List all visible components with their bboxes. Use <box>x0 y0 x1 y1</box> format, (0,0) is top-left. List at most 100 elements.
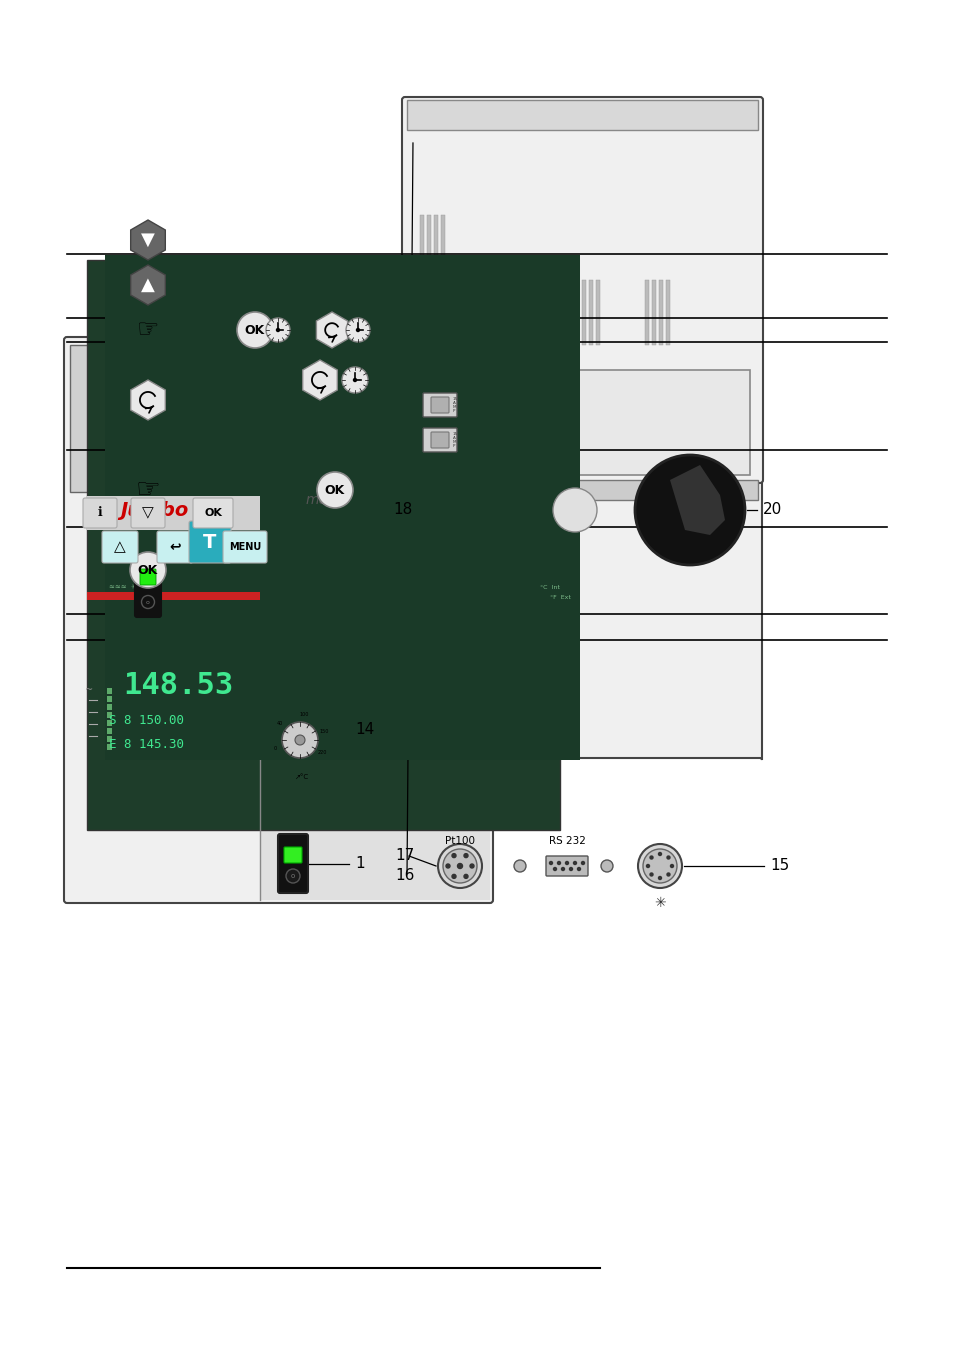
Circle shape <box>457 863 462 869</box>
Text: 14: 14 <box>355 723 374 738</box>
FancyBboxPatch shape <box>135 563 161 617</box>
Text: 1: 1 <box>355 857 364 871</box>
Circle shape <box>452 874 456 878</box>
Text: °F  Ext: °F Ext <box>550 594 570 600</box>
Circle shape <box>266 317 290 342</box>
Text: Pt100: Pt100 <box>444 836 475 846</box>
FancyBboxPatch shape <box>140 569 156 585</box>
Text: OK: OK <box>245 323 265 336</box>
FancyBboxPatch shape <box>277 834 308 893</box>
Circle shape <box>573 862 576 865</box>
Text: OK: OK <box>204 508 222 517</box>
Bar <box>107 704 112 711</box>
Bar <box>107 712 112 717</box>
Circle shape <box>561 867 564 870</box>
Text: 17: 17 <box>395 848 414 863</box>
FancyBboxPatch shape <box>402 459 761 761</box>
Circle shape <box>437 844 481 888</box>
Text: ~: ~ <box>85 685 93 694</box>
Circle shape <box>581 862 584 865</box>
Text: 15
A
M
P: 15 A M P <box>453 431 457 449</box>
Bar <box>87 592 260 600</box>
Bar <box>413 370 749 476</box>
Bar <box>107 736 112 742</box>
Circle shape <box>553 488 597 532</box>
Circle shape <box>341 367 368 393</box>
Bar <box>644 280 648 345</box>
Text: ≈≈≈  ✳  △: ≈≈≈ ✳ △ <box>109 584 147 590</box>
Circle shape <box>642 848 677 884</box>
FancyBboxPatch shape <box>545 857 587 875</box>
Bar <box>596 280 599 345</box>
Circle shape <box>557 862 560 865</box>
Circle shape <box>569 867 572 870</box>
Bar <box>434 215 437 270</box>
Circle shape <box>658 852 660 855</box>
Polygon shape <box>131 220 165 259</box>
FancyBboxPatch shape <box>189 521 231 563</box>
FancyBboxPatch shape <box>83 499 117 528</box>
Text: o: o <box>291 873 294 880</box>
Bar <box>449 280 453 345</box>
Bar <box>87 259 559 830</box>
Text: ↩: ↩ <box>169 540 181 554</box>
Circle shape <box>549 862 552 865</box>
Circle shape <box>470 865 474 867</box>
Bar <box>107 728 112 734</box>
Circle shape <box>463 854 468 858</box>
Circle shape <box>316 471 353 508</box>
Text: E 8 145.30: E 8 145.30 <box>109 739 184 751</box>
FancyBboxPatch shape <box>422 428 456 453</box>
Circle shape <box>666 873 669 875</box>
Circle shape <box>577 867 579 870</box>
Text: ☞: ☞ <box>136 317 159 342</box>
Bar <box>581 280 585 345</box>
Circle shape <box>635 455 744 565</box>
Bar <box>107 720 112 725</box>
FancyBboxPatch shape <box>431 432 449 449</box>
FancyBboxPatch shape <box>401 97 762 484</box>
Text: OK: OK <box>138 563 158 577</box>
Bar <box>105 255 579 761</box>
Text: Julabo: Julabo <box>120 500 188 520</box>
Text: ▼: ▼ <box>141 231 154 249</box>
Circle shape <box>649 857 653 859</box>
Bar <box>419 215 423 270</box>
Bar <box>659 280 662 345</box>
Bar <box>651 280 656 345</box>
Bar <box>504 280 509 345</box>
Text: 150: 150 <box>319 728 329 734</box>
Bar <box>87 496 260 530</box>
Text: 220: 220 <box>317 751 327 755</box>
Bar <box>427 215 431 270</box>
Bar <box>107 688 112 694</box>
Text: RS 232: RS 232 <box>548 836 585 846</box>
Bar <box>70 345 470 492</box>
Text: me: me <box>306 493 328 507</box>
Bar <box>87 496 260 530</box>
Bar <box>407 480 758 500</box>
Circle shape <box>294 735 305 744</box>
Text: 15: 15 <box>769 858 788 874</box>
Circle shape <box>236 312 273 349</box>
FancyBboxPatch shape <box>193 499 233 528</box>
Polygon shape <box>131 380 165 420</box>
Text: 15
A
M
P: 15 A M P <box>453 397 457 413</box>
Text: °C  Int: °C Int <box>539 585 559 590</box>
Polygon shape <box>302 359 337 400</box>
Circle shape <box>286 869 299 884</box>
Circle shape <box>649 873 653 875</box>
Text: ☞: ☞ <box>135 476 160 504</box>
Circle shape <box>463 874 468 878</box>
Text: △: △ <box>114 539 126 554</box>
Bar <box>456 280 459 345</box>
Text: S 8 150.00: S 8 150.00 <box>109 713 184 727</box>
Circle shape <box>646 865 649 867</box>
Text: 20: 20 <box>762 503 781 517</box>
Bar <box>575 280 578 345</box>
Text: 18: 18 <box>393 503 412 517</box>
Circle shape <box>452 854 456 858</box>
Bar <box>435 280 438 345</box>
Text: T: T <box>203 532 216 551</box>
Text: 148.53: 148.53 <box>123 670 233 700</box>
